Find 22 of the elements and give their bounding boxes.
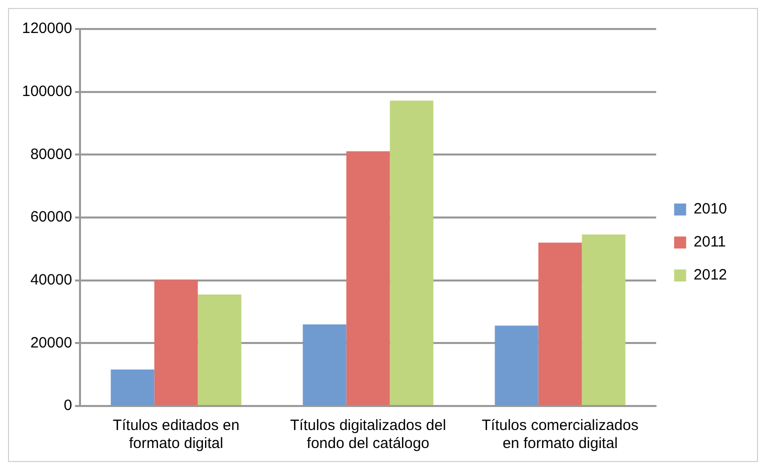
bar <box>302 324 346 405</box>
bar <box>346 151 390 405</box>
y-tick-label: 0 <box>64 397 72 414</box>
legend-label: 2010 <box>694 200 728 218</box>
y-tick-label: 120000 <box>22 20 72 38</box>
bar <box>154 280 198 405</box>
y-tick-label: 40000 <box>30 271 72 288</box>
x-tick-label: Títulos comercializados en formato digital <box>482 417 638 452</box>
y-tick-label: 60000 <box>30 208 72 226</box>
bar <box>110 370 154 405</box>
x-tick-label: Títulos digitalizados del fondo del catálogo <box>290 417 446 452</box>
bar <box>582 234 626 405</box>
bar <box>198 294 242 405</box>
legend-label: 2011 <box>694 234 726 251</box>
y-tick-label: 80000 <box>30 146 72 163</box>
y-tick-label: 100000 <box>22 82 72 100</box>
legend-label: 2012 <box>694 266 728 284</box>
bar <box>494 326 538 405</box>
y-tick-label: 20000 <box>30 334 72 352</box>
bar <box>390 100 434 405</box>
x-tick-label: Títulos editados en formato digital <box>112 417 240 452</box>
bar <box>538 242 582 405</box>
